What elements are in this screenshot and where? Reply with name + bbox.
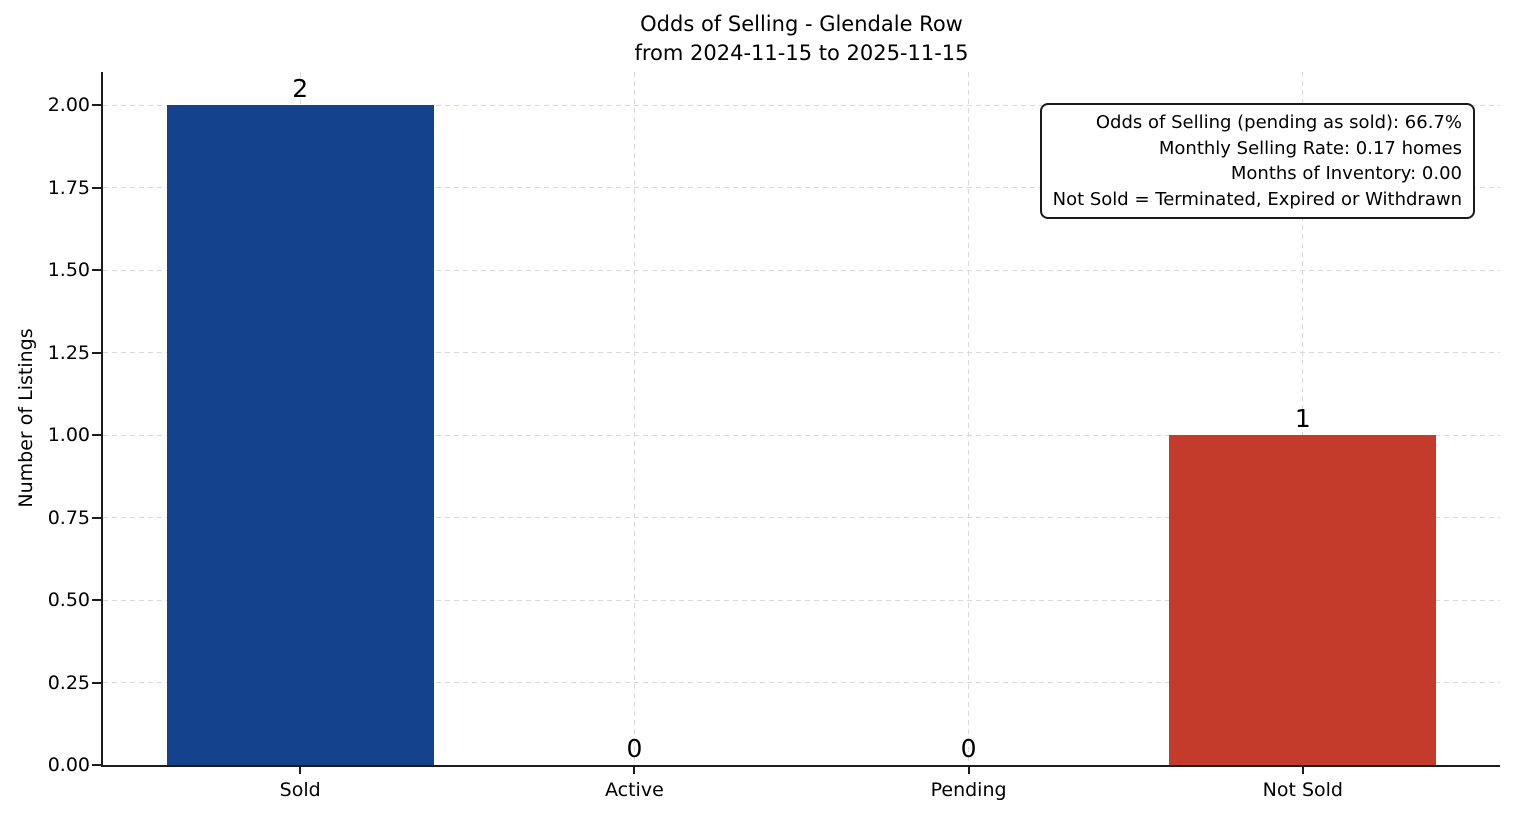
x-tick-label-active: Active xyxy=(605,779,664,801)
x-tick-mark xyxy=(633,767,636,774)
x-tick-label-sold: Sold xyxy=(279,779,321,801)
value-label-sold: 2 xyxy=(292,73,309,103)
y-tick-label: 0.50 xyxy=(47,589,90,611)
gridline-horizontal xyxy=(103,352,1500,353)
x-tick-mark xyxy=(1301,767,1304,774)
y-tick-label: 0.00 xyxy=(47,754,90,776)
value-label-not-sold: 1 xyxy=(1294,403,1311,433)
x-tick-mark xyxy=(967,767,970,774)
y-tick-label: 0.75 xyxy=(47,506,90,529)
x-tick-mark xyxy=(299,767,302,774)
chart-title-block: Odds of Selling - Glendale Row from 2024… xyxy=(103,10,1500,68)
x-tick-label-pending: Pending xyxy=(930,779,1007,801)
plot-area: 0.00 0.25 0.50 0.75 1.00 1.25 1.50 1.75 2.00 2 Sol… xyxy=(48,72,1500,801)
y-tick-mark xyxy=(92,516,101,519)
gridline-horizontal xyxy=(103,104,1500,106)
annotation-line-inventory: Months of Inventory: 0.00 xyxy=(1230,163,1462,184)
bar-not-sold xyxy=(1169,435,1437,765)
chart-subtitle: from 2024-11-15 to 2025-11-15 xyxy=(634,41,969,65)
chart-title: Odds of Selling - Glendale Row xyxy=(640,12,963,36)
y-tick-label: 1.75 xyxy=(47,176,90,199)
annotation-line-not-sold-def: Not Sold = Terminated, Expired or Withdr… xyxy=(1052,188,1462,210)
y-tick-mark xyxy=(92,681,101,684)
y-tick-mark xyxy=(92,104,101,106)
y-tick-mark xyxy=(92,269,101,271)
y-tick-label: 2.00 xyxy=(47,94,90,116)
gridline-horizontal xyxy=(103,599,1500,601)
gridline-horizontal xyxy=(103,434,1500,436)
gridline-horizontal xyxy=(103,269,1500,271)
y-axis-label: Number of Listings xyxy=(15,328,37,508)
y-tick-mark xyxy=(92,351,101,354)
y-tick-label: 0.25 xyxy=(47,671,90,694)
gridline-horizontal xyxy=(103,682,1500,683)
value-label-pending: 0 xyxy=(960,733,977,763)
value-label-active: 0 xyxy=(626,733,643,763)
y-axis-spine xyxy=(101,72,103,767)
y-tick-label: 1.00 xyxy=(47,424,90,446)
x-tick-label-not-sold: Not Sold xyxy=(1262,779,1343,801)
annotation-line-odds: Odds of Selling (pending as sold): 66.7% xyxy=(1095,112,1462,133)
y-tick-mark xyxy=(92,764,101,766)
gridline-horizontal xyxy=(103,517,1500,518)
bar-sold xyxy=(166,105,434,765)
y-tick-mark xyxy=(92,434,101,436)
y-tick-label: 1.25 xyxy=(47,341,90,364)
annotation-box: Odds of Selling (pending as sold): 66.7%… xyxy=(1039,103,1475,219)
gridline-vertical xyxy=(633,72,635,765)
y-tick-mark xyxy=(92,186,101,189)
gridline-horizontal xyxy=(103,187,1500,188)
y-tick-label: 1.50 xyxy=(47,259,90,281)
gridline-vertical xyxy=(1302,72,1304,765)
annotation-line-monthly-rate: Monthly Selling Rate: 0.17 homes xyxy=(1158,137,1462,159)
gridline-vertical xyxy=(968,72,970,765)
x-axis-spine xyxy=(101,765,1500,767)
y-tick-mark xyxy=(92,599,101,601)
